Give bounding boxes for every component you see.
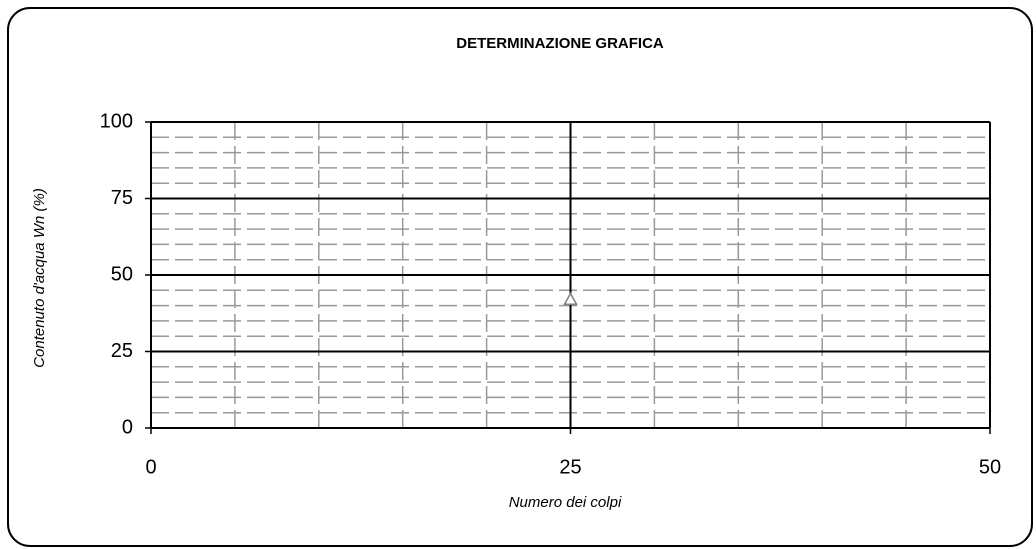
data-point <box>563 291 578 306</box>
y-tick-label: 50 <box>111 263 133 285</box>
chart-title: DETERMINAZIONE GRAFICA <box>456 35 664 52</box>
y-tick-label: 25 <box>111 340 133 362</box>
x-tick-label: 25 <box>559 456 581 478</box>
x-tick-label: 50 <box>979 456 1001 478</box>
x-tick-label: 0 <box>145 456 156 478</box>
y-tick-label: 100 <box>100 110 133 132</box>
y-tick-label: 0 <box>122 416 133 438</box>
y-axis-label: Contenuto d'acqua Wn (%) <box>31 188 48 368</box>
chart-frame <box>7 7 1033 547</box>
y-tick-label: 75 <box>111 187 133 209</box>
x-axis-label: Numero dei colpi <box>509 494 622 511</box>
